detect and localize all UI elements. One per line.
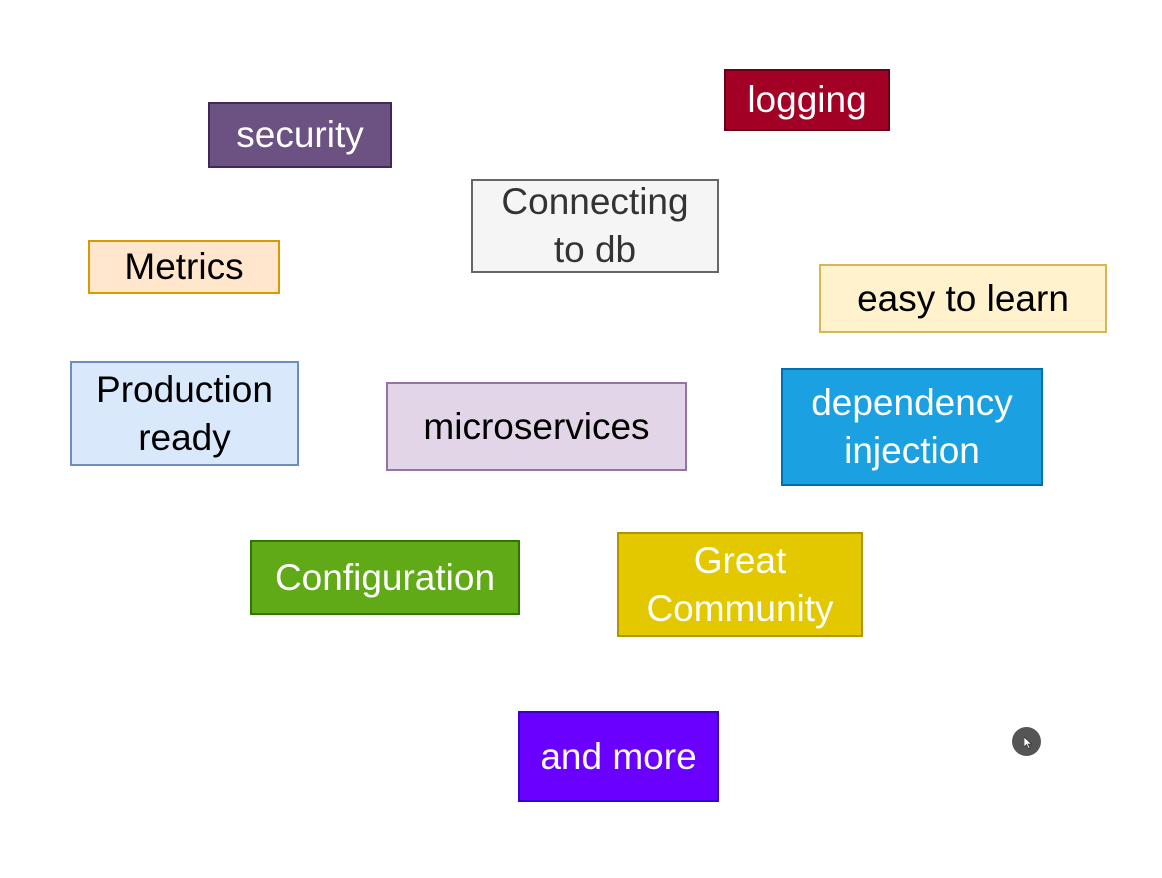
metrics-label: Metrics [124,246,244,287]
production-label-line2: ready [138,416,231,458]
microservices-box: microservices [386,382,687,471]
configuration-box: Configuration [250,540,520,615]
and-more-label: and more [540,735,697,777]
dependency-injection-box: dependency injection [781,368,1043,486]
connecting-label-line1: Connecting [501,181,689,222]
microservices-label: microservices [423,405,650,447]
configuration-label: Configuration [274,556,496,598]
security-label: security [236,114,364,155]
easy-to-learn-label: easy to learn [857,277,1069,319]
logging-label: logging [747,79,867,120]
production-label-line1: Production [96,368,273,410]
mouse-pointer-icon [1012,727,1041,756]
connecting-label-line2: to db [553,229,637,270]
production-ready-box: Production ready [70,361,299,466]
community-label-line2: Community [646,587,834,629]
metrics-box: Metrics [88,240,280,294]
and-more-box: and more [518,711,719,802]
logging-box: logging [724,69,890,131]
security-box: security [208,102,392,168]
dependency-label-line2: injection [844,430,980,471]
dependency-label-line1: dependency [811,382,1013,423]
easy-to-learn-box: easy to learn [819,264,1107,333]
great-community-box: Great Community [617,532,863,637]
pointer-arrow-icon [1024,737,1032,749]
connecting-to-db-box: Connecting to db [471,179,719,273]
community-label-line1: Great [693,539,787,581]
